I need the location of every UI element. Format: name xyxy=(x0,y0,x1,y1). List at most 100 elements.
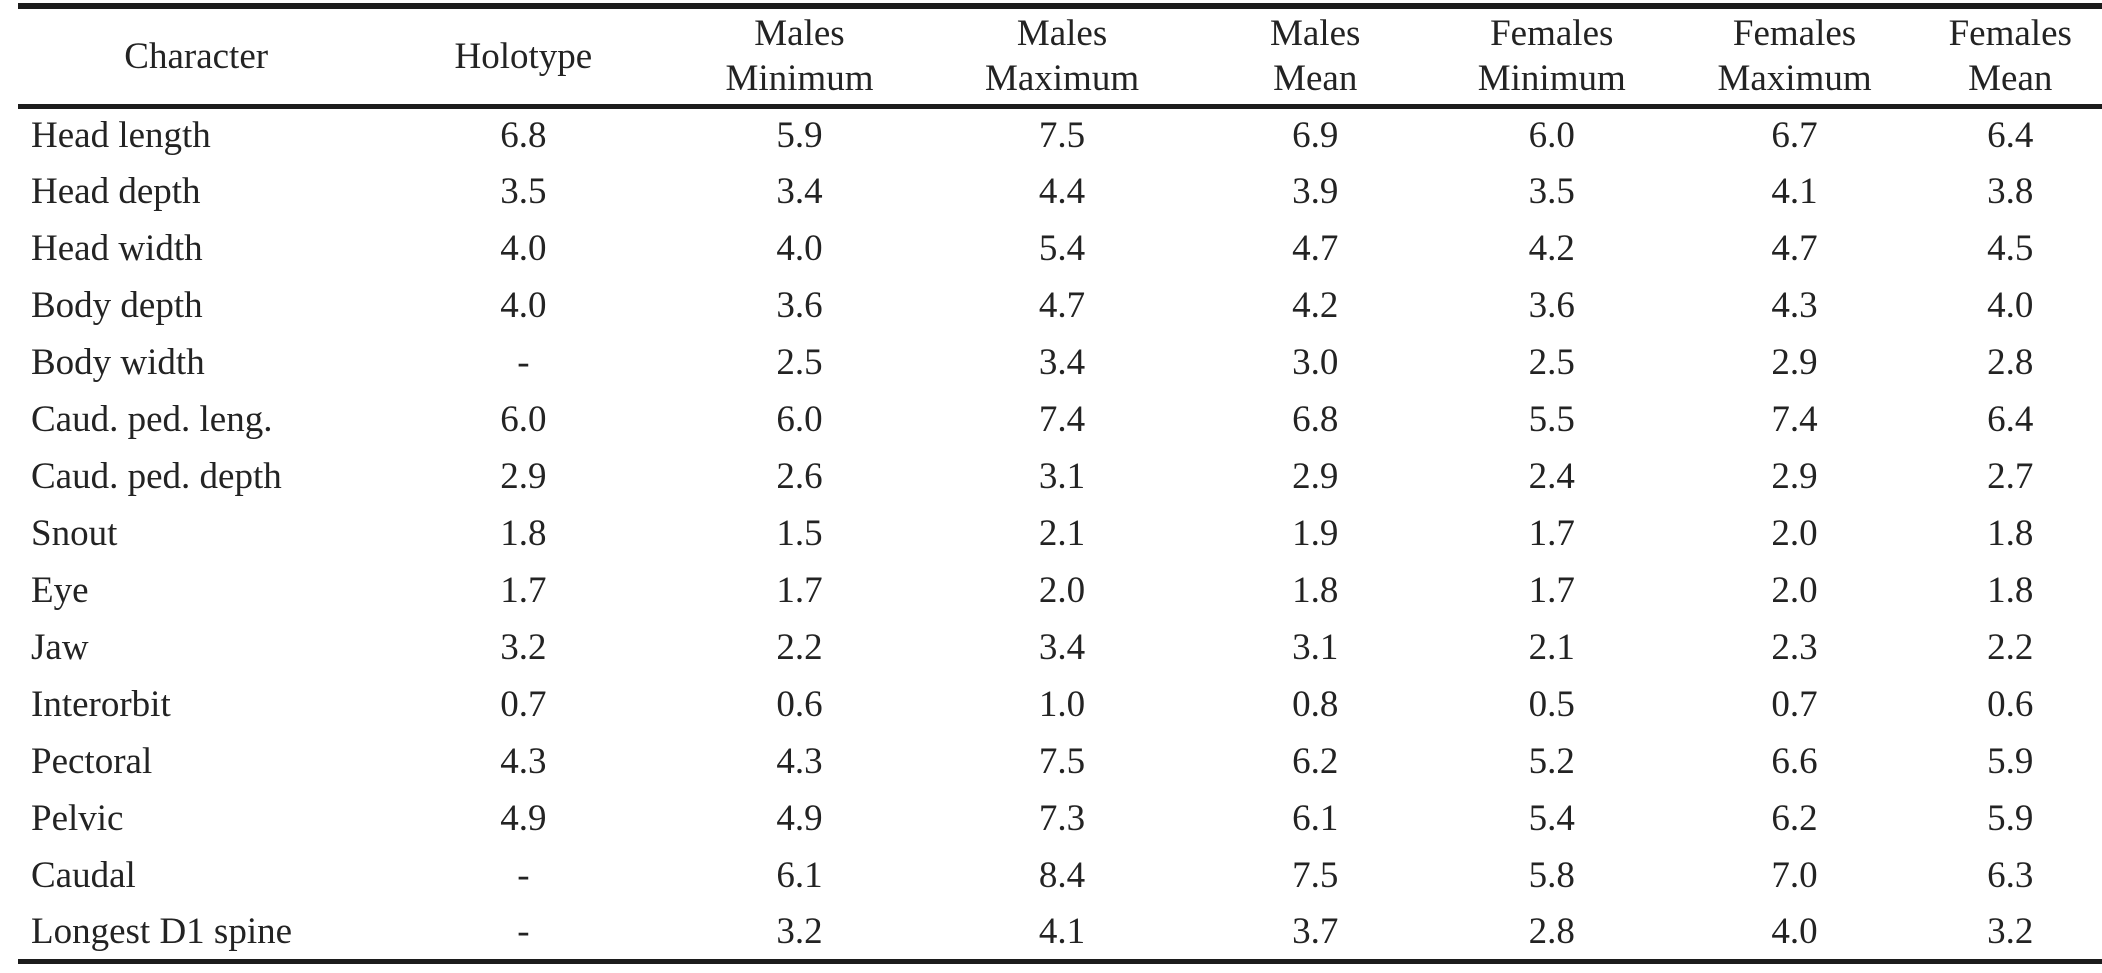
header-label-line1: Females xyxy=(1732,13,1857,55)
value-cell: 3.5 xyxy=(1528,171,1575,212)
column-header-character: Character xyxy=(18,6,375,109)
value-cell: 1.7 xyxy=(1528,513,1575,554)
column-header-females-maximum: Females Maximum xyxy=(1670,6,1919,109)
table-row: Caud. ped. depth 2.9 2.6 3.1 2.9 2.4 2.9 2.7 xyxy=(18,448,2102,505)
value-cell: 4.3 xyxy=(776,741,823,782)
value-cell: 2.4 xyxy=(1528,456,1575,497)
value-cell: 2.2 xyxy=(1987,627,2034,668)
value-cell: 5.4 xyxy=(1528,798,1575,839)
character-cell: Snout xyxy=(31,513,118,554)
morphometrics-table-wrap: Character Holotype Males Minimum Males Maximu… xyxy=(18,3,2102,964)
value-cell: 1.0 xyxy=(1038,684,1086,725)
value-cell: 3.6 xyxy=(776,285,823,326)
value-cell: 2.1 xyxy=(1038,513,1086,554)
value-cell: 4.2 xyxy=(1292,285,1339,326)
character-cell: Caud. ped. leng. xyxy=(31,399,273,440)
value-cell: 5.4 xyxy=(1038,228,1086,269)
value-cell: 2.9 xyxy=(1292,456,1339,497)
character-cell: Caudal xyxy=(31,855,136,896)
value-cell: 4.4 xyxy=(1038,171,1086,212)
value-cell: 4.0 xyxy=(1987,285,2034,326)
value-cell: 2.9 xyxy=(500,456,547,497)
value-cell: 0.7 xyxy=(1771,684,1818,725)
value-cell: 2.5 xyxy=(776,342,823,383)
value-cell: 6.8 xyxy=(1292,399,1339,440)
value-cell: 3.0 xyxy=(1292,342,1339,383)
value-cell: 2.1 xyxy=(1528,627,1575,668)
value-cell: 1.8 xyxy=(1987,570,2034,611)
value-cell: 3.5 xyxy=(500,171,547,212)
header-label-line2: Maximum xyxy=(984,58,1140,100)
value-cell: 6.2 xyxy=(1771,798,1818,839)
value-cell: 8.4 xyxy=(1038,855,1086,896)
header-label-line2: Minimum xyxy=(1477,58,1626,100)
character-cell: Pelvic xyxy=(31,798,124,839)
value-cell: 2.5 xyxy=(1528,342,1575,383)
value-cell: 4.0 xyxy=(500,285,547,326)
value-cell: 3.4 xyxy=(1038,627,1086,668)
character-cell: Eye xyxy=(31,570,89,611)
table-row: Body depth 4.0 3.6 4.7 4.2 3.6 4.3 4.0 xyxy=(18,277,2102,334)
value-cell: 5.2 xyxy=(1528,741,1575,782)
header-row: Character Holotype Males Minimum Males Maximu… xyxy=(18,6,2102,109)
value-cell: 0.8 xyxy=(1292,684,1339,725)
value-cell: 2.3 xyxy=(1771,627,1818,668)
value-cell: 2.9 xyxy=(1771,456,1818,497)
value-cell: 6.4 xyxy=(1987,399,2034,440)
table-row: Body width - 2.5 3.4 3.0 2.5 2.9 2.8 xyxy=(18,334,2102,391)
value-cell: - xyxy=(517,855,530,896)
header-label-line1: Character xyxy=(124,35,269,77)
morphometrics-table: Character Holotype Males Minimum Males Maximu… xyxy=(18,3,2102,964)
value-cell: 7.0 xyxy=(1771,855,1818,896)
value-cell: 6.6 xyxy=(1771,741,1818,782)
value-cell: 3.2 xyxy=(500,627,547,668)
table-row: Caud. ped. leng. 6.0 6.0 7.4 6.8 5.5 7.4 6.4 xyxy=(18,391,2102,448)
value-cell: 0.7 xyxy=(500,684,547,725)
value-cell: 0.5 xyxy=(1528,684,1575,725)
value-cell: 4.5 xyxy=(1987,228,2034,269)
column-header-males-maximum: Males Maximum xyxy=(926,6,1198,109)
value-cell: 2.8 xyxy=(1987,342,2034,383)
table-row: Head width 4.0 4.0 5.4 4.7 4.2 4.7 4.5 xyxy=(18,220,2102,277)
value-cell: 6.4 xyxy=(1987,115,2034,157)
value-cell: 7.4 xyxy=(1038,399,1086,440)
value-cell: 4.7 xyxy=(1292,228,1339,269)
header-label-line2: Minimum xyxy=(725,58,874,100)
value-cell: 6.8 xyxy=(500,115,547,157)
table-row: Pectoral 4.3 4.3 7.5 6.2 5.2 6.6 5.9 xyxy=(18,733,2102,790)
character-cell: Longest D1 spine xyxy=(31,910,293,952)
value-cell: 5.5 xyxy=(1528,399,1575,440)
column-header-females-minimum: Females Minimum xyxy=(1432,6,1671,109)
value-cell: 1.5 xyxy=(776,513,823,554)
value-cell: 2.9 xyxy=(1771,342,1818,383)
value-cell: 3.7 xyxy=(1292,910,1339,952)
table-body: Head length 6.8 5.9 7.5 6.9 6.0 6.7 6.4 Head dep… xyxy=(18,106,2102,961)
header-label-line1: Holotype xyxy=(454,35,593,77)
character-cell: Caud. ped. depth xyxy=(31,456,282,497)
column-header-holotype: Holotype xyxy=(374,6,673,109)
value-cell: 5.8 xyxy=(1528,855,1575,896)
value-cell: 4.7 xyxy=(1771,228,1818,269)
character-cell: Head length xyxy=(31,115,211,157)
value-cell: 6.0 xyxy=(500,399,547,440)
header-label-line1: Males xyxy=(754,13,845,55)
value-cell: 5.9 xyxy=(1987,798,2034,839)
header-label-line2: Mean xyxy=(1273,58,1358,100)
value-cell: 4.3 xyxy=(500,741,547,782)
value-cell: 7.5 xyxy=(1292,855,1339,896)
table-row: Head length 6.8 5.9 7.5 6.9 6.0 6.7 6.4 xyxy=(18,106,2102,163)
value-cell: 3.4 xyxy=(776,171,823,212)
value-cell: 6.1 xyxy=(1292,798,1339,839)
character-cell: Body depth xyxy=(31,285,203,326)
value-cell: 4.0 xyxy=(500,228,547,269)
character-cell: Body width xyxy=(31,342,205,383)
header-label-line2: Mean xyxy=(1968,58,2053,100)
character-cell: Interorbit xyxy=(31,684,171,725)
value-cell: 0.6 xyxy=(776,684,823,725)
value-cell: 4.3 xyxy=(1771,285,1818,326)
value-cell: 3.1 xyxy=(1038,456,1086,497)
value-cell: 4.0 xyxy=(776,228,823,269)
value-cell: 3.8 xyxy=(1987,171,2034,212)
value-cell: 4.1 xyxy=(1038,910,1086,952)
value-cell: - xyxy=(517,342,530,383)
